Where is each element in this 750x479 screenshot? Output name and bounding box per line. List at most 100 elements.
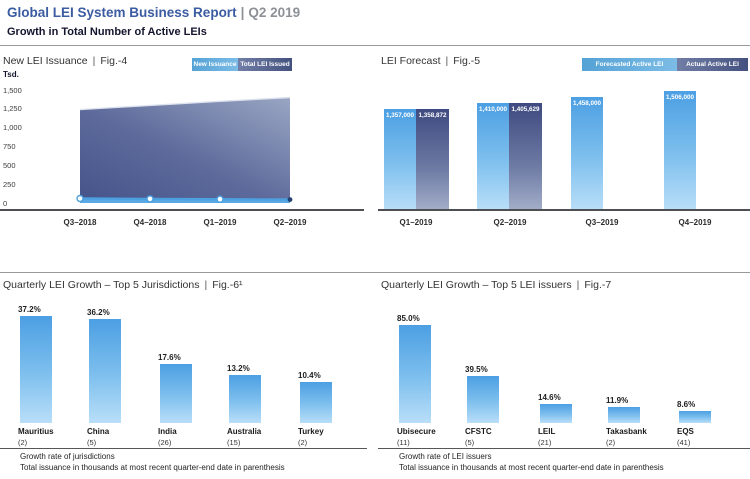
bar-mauritius <box>20 316 52 423</box>
fig6-title-pipe: | <box>204 279 208 291</box>
bar-ubisecure <box>399 325 431 423</box>
fig5-x-axis <box>378 209 750 211</box>
category-label-cfstc: CFSTC <box>465 427 492 436</box>
fig7-title: Quarterly LEI Growth – Top 5 LEI issuers… <box>381 279 611 291</box>
bar-actual-q1-2019: 1,358,872 <box>416 108 449 210</box>
bar-cfstc <box>467 376 499 423</box>
fig5-fig-label: Fig.-5 <box>453 55 481 67</box>
marker-q2-2019 <box>287 197 293 202</box>
marker-q4-2018 <box>146 195 154 203</box>
report-title-text: Global LEI System Business Report <box>7 5 237 20</box>
category-label-ubisecure: Ubisecure <box>397 427 436 436</box>
category-label-china: China <box>87 427 110 436</box>
fig5-x-label-q4-2019: Q4–2019 <box>678 218 712 227</box>
fig4-x-label-q4-2018: Q4–2018 <box>133 218 167 227</box>
bar-forecasted-q3-2019: 1,458,000 <box>571 96 603 210</box>
legend-chip-new-issuance: New Issuance <box>192 58 238 71</box>
bar-turkey <box>300 381 332 423</box>
section-divider <box>0 272 750 273</box>
fig4-y-tick-1250: 1,250 <box>3 104 22 114</box>
fig4-y-tick-1000: 1,000 <box>3 123 22 133</box>
bar-china <box>89 318 121 423</box>
category-count-takasbank: (2) <box>606 438 616 447</box>
fig6-footnote-1: Growth rate of jurisdictions <box>20 452 115 461</box>
fig4-x-axis <box>0 209 364 211</box>
fig7-fig-label: Fig.-7 <box>584 279 612 291</box>
fig4-y-unit: Tsd. <box>3 70 19 79</box>
report-title: Global LEI System Business Report | Q2 201… <box>7 5 300 20</box>
fig4-area-chart <box>76 96 293 203</box>
value-label-turkey: 10.4% <box>298 370 321 380</box>
category-label-takasbank: Takasbank <box>606 427 647 436</box>
category-label-turkey: Turkey <box>298 427 324 436</box>
fig5-title-pipe: | <box>445 55 449 67</box>
bar-value-label: 1,410,000 <box>478 105 507 113</box>
fig6-title-text: Quarterly LEI Growth – Top 5 Jurisdictio… <box>3 279 200 291</box>
category-count-ubisecure: (11) <box>397 438 410 447</box>
category-count-turkey: (2) <box>298 438 308 447</box>
category-label-mauritius: Mauritius <box>18 427 54 436</box>
category-count-australia: (15) <box>227 438 241 447</box>
fig7-footnote-1: Growth rate of LEI issuers <box>399 452 492 461</box>
category-count-india: (26) <box>158 438 172 447</box>
fig4-y-tick-0: 0 <box>3 198 8 208</box>
category-label-australia: Australia <box>227 427 262 436</box>
category-label-leil: LEIL <box>538 427 556 436</box>
fig5-x-label-q1-2019: Q1–2019 <box>399 218 433 227</box>
value-label-ubisecure: 85.0% <box>397 314 420 324</box>
category-count-cfstc: (5) <box>465 438 475 447</box>
fig4-y-tick-250: 250 <box>3 179 16 189</box>
fig4-fig-label: Fig.-4 <box>100 55 128 67</box>
fig4-x-label-q2-2019: Q2–2019 <box>273 218 307 227</box>
category-count-eqs: (41) <box>677 438 691 447</box>
fig6-fig-label: Fig.-6¹ <box>212 279 243 291</box>
bar-australia <box>229 374 261 423</box>
header-divider <box>0 45 750 46</box>
category-label-india: India <box>158 427 177 436</box>
marker-q3-2018 <box>76 194 84 203</box>
fig5-x-label-q3-2019: Q3–2019 <box>585 218 619 227</box>
fig4-title: New LEI Issuance | Fig.-4 <box>3 55 127 67</box>
fig6-footnote-2: Total issuance in thousands at most rece… <box>20 463 285 472</box>
fig7-title-pipe: | <box>576 279 580 291</box>
category-count-mauritius: (2) <box>18 438 28 447</box>
value-label-china: 36.2% <box>87 307 110 317</box>
bar-value-label: 1,506,000 <box>665 93 694 101</box>
fig5-x-label-q2-2019: Q2–2019 <box>493 218 527 227</box>
fig4-x-label-q3-2018: Q3–2018 <box>63 218 97 227</box>
bar-india <box>160 364 192 423</box>
bar-eqs <box>679 411 711 423</box>
fig4-title-text: New LEI Issuance <box>3 55 88 67</box>
bar-leil <box>540 404 572 423</box>
fig4-y-tick-1500: 1,500 <box>3 85 22 95</box>
value-label-india: 17.6% <box>158 353 181 363</box>
fig5-title: LEI Forecast | Fig.-5 <box>381 55 480 67</box>
fig4-y-tick-500: 500 <box>3 160 16 170</box>
fig6-footnote-divider <box>0 448 367 449</box>
value-label-leil: 14.6% <box>538 393 561 403</box>
total-lei-issued-area <box>80 97 290 200</box>
title-separator: | <box>240 5 245 20</box>
bar-actual-q2-2019: 1,405,629 <box>509 103 542 210</box>
fig4-legend: New Issuance Total LEI Issued <box>192 58 292 71</box>
value-label-australia: 13.2% <box>227 363 250 373</box>
bar-forecasted-q1-2019: 1,357,000 <box>384 109 416 210</box>
legend-chip-forecasted-active-lei: Forecasted Active LEI <box>582 58 677 71</box>
fig6-title: Quarterly LEI Growth – Top 5 Jurisdictio… <box>3 279 243 291</box>
legend-chip-total-lei-issued: Total LEI Issued <box>238 58 292 71</box>
bar-value-label: 1,405,629 <box>511 106 540 114</box>
marker-q1-2019 <box>216 195 224 203</box>
fig7-title-text: Quarterly LEI Growth – Top 5 LEI issuers <box>381 279 572 291</box>
bar-value-label: 1,357,000 <box>385 112 414 120</box>
report-period: Q2 2019 <box>248 5 301 20</box>
fig5-title-text: LEI Forecast <box>381 55 441 67</box>
value-label-eqs: 8.6% <box>677 400 696 410</box>
fig7-footnote-2: Total issuance in thousands at most rece… <box>399 463 664 472</box>
new-issuance-markers <box>76 194 293 203</box>
bar-value-label: 1,458,000 <box>572 99 601 107</box>
fig4-title-pipe: | <box>92 55 96 67</box>
category-count-leil: (21) <box>538 438 552 447</box>
total-lei-issued-top-edge <box>79 96 291 111</box>
bar-forecasted-q4-2019: 1,506,000 <box>664 90 696 210</box>
